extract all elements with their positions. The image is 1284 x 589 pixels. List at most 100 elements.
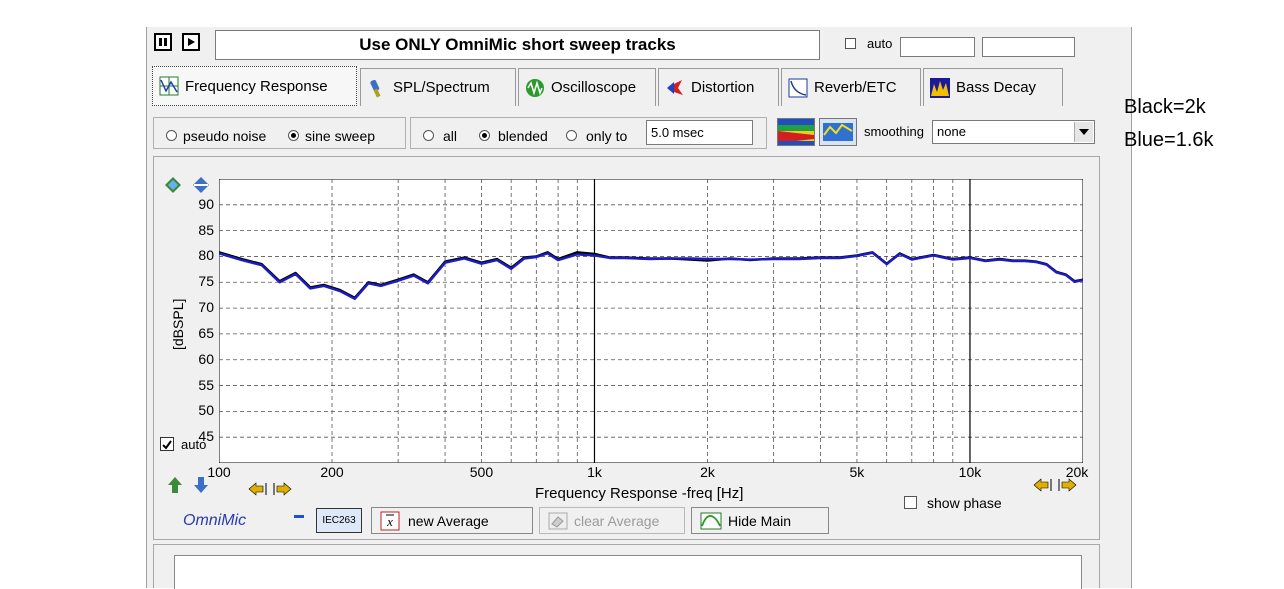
hide-main-button[interactable]: Hide Main (691, 507, 829, 534)
tab-label: Bass Decay (956, 79, 1037, 96)
only-to-label: only to (586, 128, 628, 144)
arrow-up-icon (168, 477, 182, 493)
smoothing-select[interactable]: none (932, 120, 1095, 144)
y-tick-label: 45 (198, 428, 214, 445)
hide-main-label: Hide Main (728, 512, 792, 529)
new-average-label: new Average (408, 512, 489, 529)
y-tick-label: 90 (198, 195, 214, 212)
series-line-1 (219, 251, 1083, 301)
tab-bass-decay[interactable]: Bass Decay (923, 68, 1063, 106)
sine-sweep-label: sine sweep (305, 128, 376, 144)
svg-text:x: x (386, 514, 393, 529)
smoothing-label: smoothing (864, 124, 924, 139)
radio-blended[interactable] (479, 130, 490, 141)
tab-label: Distortion (691, 79, 755, 96)
x-pan-right-arrows[interactable] (1033, 478, 1077, 492)
radio-sine-sweep[interactable] (288, 130, 299, 141)
new-average-button[interactable]: x new Average (371, 507, 533, 534)
y-tick-label: 60 (198, 350, 214, 367)
plot-area (219, 179, 1083, 463)
radio-pseudo-noise[interactable] (166, 130, 177, 141)
zoom-out-icon (193, 177, 209, 193)
y-tick-label: 65 (198, 324, 214, 341)
eraser-icon (548, 512, 568, 529)
show-phase-checkbox[interactable] (904, 496, 917, 509)
tab-spl-spectrum[interactable]: SPL/Spectrum (360, 68, 516, 106)
auto-top-label: auto (867, 36, 893, 51)
dropdown-arrow-icon[interactable] (1074, 122, 1093, 142)
only-to-input[interactable]: 5.0 msec (646, 120, 753, 145)
zoom-in-icon (165, 177, 181, 193)
tab-distortion[interactable]: Distortion (658, 68, 779, 106)
y-tick-label: 55 (198, 376, 214, 393)
pause-button[interactable] (154, 33, 172, 51)
arrow-left-icon (1033, 478, 1052, 492)
auto-top-checkbox[interactable] (845, 38, 856, 49)
lower-plot-area (174, 555, 1082, 589)
x-tick-label: 5k (849, 464, 865, 480)
x-tick-label: 2k (700, 464, 715, 480)
frequency-response-icon (159, 76, 179, 96)
y-zoom-icons[interactable] (164, 176, 210, 196)
auto-scale-checkbox[interactable] (160, 437, 174, 451)
x-tick-label: 500 (469, 464, 494, 480)
note-blue: Blue=1.6k (1124, 129, 1214, 151)
status-message-text: Use ONLY OmniMic short sweep tracks (359, 35, 676, 54)
x-tick-label: 20k (1065, 464, 1089, 480)
waterfall-button[interactable] (777, 118, 815, 146)
x-pan-left-arrows[interactable] (248, 482, 292, 496)
pause-icon (159, 38, 167, 46)
show-phase-label: show phase (927, 495, 1002, 511)
oscilloscope-icon (526, 78, 544, 97)
tab-frequency-response[interactable]: Frequency Response (152, 66, 357, 106)
status-message: Use ONLY OmniMic short sweep tracks (215, 30, 820, 60)
omnimic-brand: OmniMic (183, 512, 247, 529)
play-button[interactable] (182, 33, 200, 51)
y-tick-label: 85 (198, 221, 214, 238)
arrow-down-icon (194, 477, 208, 493)
y-tick-label: 75 (198, 273, 214, 290)
spl-meter-icon (370, 79, 381, 97)
y-axis-label: [dBSPL] (170, 298, 186, 350)
average-icon: x (380, 511, 400, 530)
plot-series (219, 251, 1083, 301)
tab-label: SPL/Spectrum (393, 79, 490, 96)
checkmark-icon (162, 440, 172, 450)
level-field-1[interactable] (900, 37, 975, 57)
x-tick-label: 200 (320, 464, 344, 480)
signal-group (153, 117, 406, 149)
bass-decay-icon (930, 77, 950, 98)
radio-all[interactable] (423, 130, 434, 141)
window-group (410, 117, 767, 149)
y-scroll-arrows[interactable] (167, 476, 211, 494)
radio-only-to[interactable] (566, 130, 577, 141)
play-icon (188, 38, 195, 46)
plot-panel (153, 156, 1100, 540)
iec263-button[interactable]: IEC263 (316, 508, 362, 533)
clear-average-button[interactable]: clear Average (539, 507, 685, 534)
series-color-indicator (294, 515, 304, 518)
y-tick-label: 80 (198, 247, 214, 264)
only-to-value: 5.0 msec (651, 125, 704, 140)
arrow-left-icon (248, 482, 267, 496)
tab-oscilloscope[interactable]: Oscilloscope (518, 68, 656, 106)
arrow-right-icon (1058, 478, 1077, 492)
curve-icon (700, 512, 722, 529)
plot-grid (219, 179, 1083, 463)
blended-label: blended (498, 128, 548, 144)
iec263-label: IEC263 (322, 515, 356, 526)
frequency-response-plot (219, 179, 1083, 463)
distortion-icon (667, 79, 683, 95)
overlay-button[interactable] (819, 118, 857, 146)
note-black: Black=2k (1124, 96, 1206, 118)
y-tick-label: 50 (198, 402, 214, 419)
overlay-icon (823, 123, 853, 141)
tab-label: Oscilloscope (551, 79, 637, 96)
arrow-right-icon (273, 482, 292, 496)
level-field-2[interactable] (982, 37, 1075, 57)
tab-label: Reverb/ETC (814, 79, 897, 96)
tab-label: Frequency Response (185, 77, 328, 95)
clear-average-label: clear Average (574, 512, 660, 529)
tab-reverb-etc[interactable]: Reverb/ETC (781, 68, 921, 106)
smoothing-value: none (937, 124, 966, 139)
